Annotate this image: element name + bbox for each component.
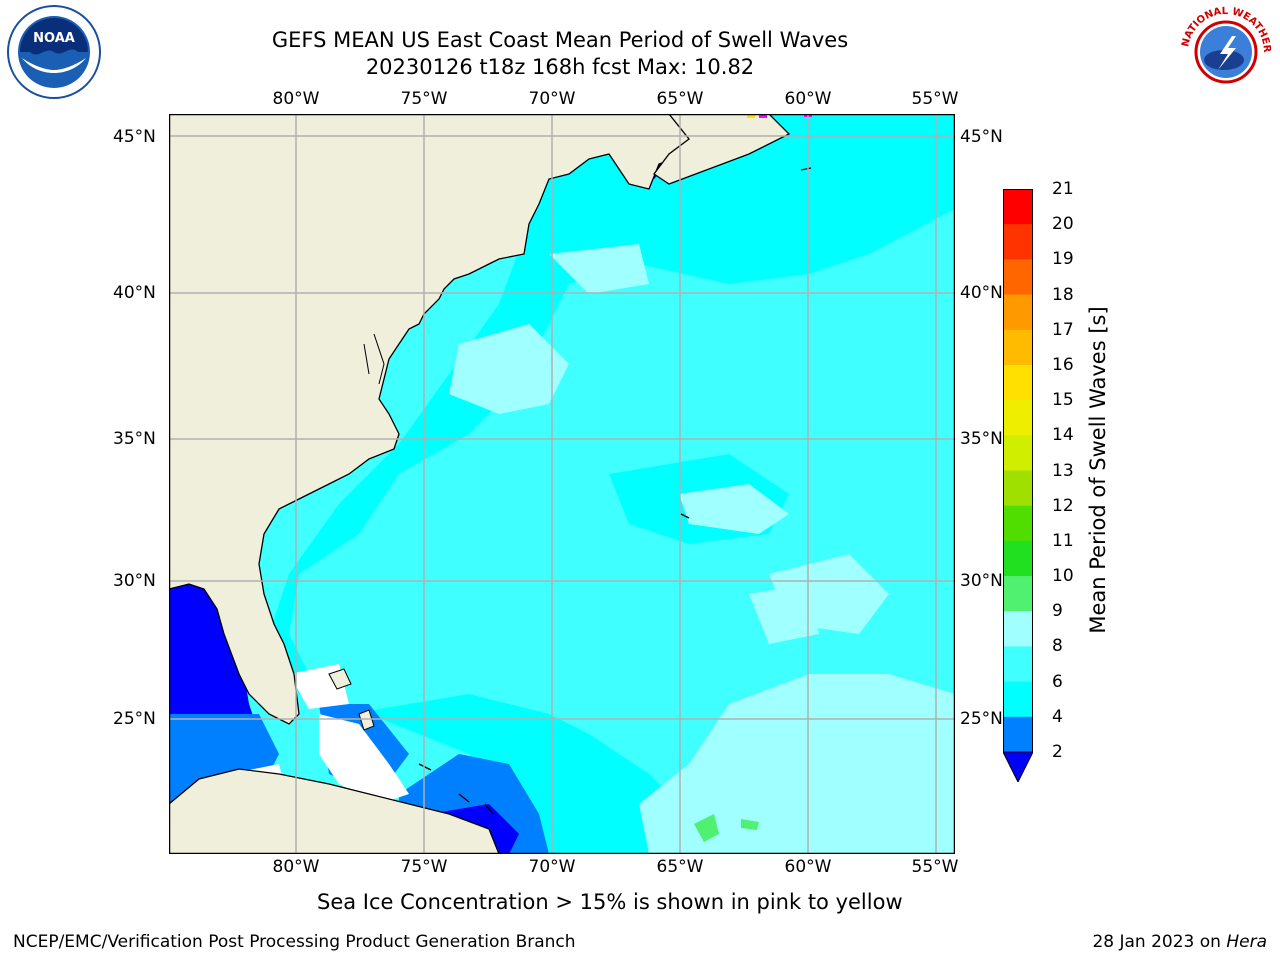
swell-period-map	[169, 114, 955, 854]
lat-tick-left: 35°N	[113, 429, 156, 449]
colorbar-bin	[1003, 681, 1033, 718]
footer-date-text: 28 Jan 2023 on	[1092, 932, 1221, 952]
lat-tick-left: 25°N	[113, 709, 156, 729]
swell-long-patch	[449, 324, 569, 414]
land-bahamas	[328, 668, 352, 690]
noaa-logo: NOAA	[7, 5, 101, 99]
lat-tick-right: 40°N	[960, 283, 1003, 303]
lat-tick-right: 25°N	[960, 709, 1003, 729]
land-bahamas	[358, 709, 375, 731]
colorbar-bin	[1003, 364, 1033, 401]
colorbar-tick-label: 6	[1052, 671, 1063, 692]
colorbar-bin	[1003, 259, 1033, 296]
lon-tick-top: 65°W	[656, 89, 704, 109]
land-cuba	[169, 768, 500, 854]
colorbar-bin	[1003, 716, 1033, 753]
colorbar-title: Mean Period of Swell Waves [s]	[1086, 306, 1110, 634]
colorbar-tick-label: 16	[1052, 354, 1074, 375]
lon-tick-bottom: 80°W	[272, 857, 320, 877]
sea-ice	[759, 114, 767, 118]
colorbar-tick-label: 17	[1052, 319, 1074, 340]
lon-tick-top: 80°W	[272, 89, 320, 109]
swell-high-spot	[741, 819, 759, 830]
lat-tick-right: 35°N	[960, 429, 1003, 449]
lon-tick-bottom: 55°W	[911, 857, 959, 877]
lon-tick-bottom: 75°W	[400, 857, 448, 877]
lon-tick-bottom: 65°W	[656, 857, 704, 877]
graticule	[169, 114, 955, 854]
footer-date: 28 Jan 2023 on Hera	[1092, 932, 1267, 952]
colorbar-bin	[1003, 435, 1033, 471]
svg-text:NOAA: NOAA	[33, 31, 75, 46]
land-nova-scotia	[653, 114, 791, 185]
swell-high-spot	[694, 814, 719, 842]
lat-tick-right: 45°N	[960, 127, 1003, 147]
swell-long-patch	[549, 244, 649, 294]
colorbar-extend-min	[1003, 751, 1033, 782]
no-data-shoal	[319, 714, 409, 804]
colorbar-tick-label: 10	[1052, 566, 1074, 587]
land-north-america	[169, 114, 741, 725]
sea-ice	[747, 114, 755, 118]
colorbar-tick-label: 11	[1052, 530, 1074, 551]
colorbar-tick-label: 13	[1052, 460, 1074, 481]
colorbar-tick-label: 21	[1052, 179, 1074, 199]
lon-tick-top: 75°W	[400, 89, 448, 109]
nws-logo: NATIONAL WEATHER SERVICE	[1176, 4, 1272, 98]
chart-title: GEFS MEAN US East Coast Mean Period of S…	[271, 28, 849, 52]
swell-long-patch	[749, 584, 819, 644]
colorbar-tick-label: 12	[1052, 495, 1074, 516]
footer-credit: NCEP/EMC/Verification Post Processing Pr…	[13, 932, 576, 952]
colorbar-tick-label: 4	[1052, 706, 1063, 727]
land-sable-island	[800, 167, 812, 171]
lon-tick-bottom: 70°W	[528, 857, 576, 877]
lat-tick-left: 30°N	[113, 571, 156, 591]
colorbar-bin	[1003, 329, 1033, 366]
colorbar-bin	[1003, 540, 1033, 577]
sea-ice-note: Sea Ice Concentration > 15% is shown in …	[317, 890, 903, 914]
colorbar-bin	[1003, 576, 1033, 612]
land-chesapeake	[363, 333, 385, 385]
colorbar-tick-label: 18	[1052, 284, 1074, 305]
lat-tick-left: 45°N	[113, 127, 156, 147]
lon-tick-top: 60°W	[784, 89, 832, 109]
colorbar-tick-label: 14	[1052, 425, 1074, 446]
colorbar	[1003, 189, 1033, 782]
colorbar-bin	[1003, 646, 1033, 683]
colorbar-bin	[1003, 470, 1033, 507]
chart-subtitle: 20230126 t18z 168h fcst Max: 10.82	[365, 55, 755, 79]
colorbar-tick-label: 8	[1052, 636, 1063, 657]
lon-tick-bottom: 60°W	[784, 857, 832, 877]
lon-tick-top: 55°W	[911, 89, 959, 109]
colorbar-bin	[1003, 189, 1033, 225]
colorbar-bin	[1003, 294, 1033, 331]
colorbar-bin	[1003, 611, 1033, 647]
lat-tick-right: 30°N	[960, 571, 1003, 591]
colorbar-tick-label: 15	[1052, 390, 1074, 411]
land-bahamas	[418, 513, 690, 815]
lon-tick-top: 70°W	[528, 89, 576, 109]
colorbar-bin	[1003, 505, 1033, 542]
lat-tick-left: 40°N	[113, 283, 156, 303]
colorbar-tick-label: 2	[1052, 742, 1063, 762]
colorbar-tick-label: 20	[1052, 214, 1074, 235]
colorbar-border	[1003, 189, 1033, 753]
colorbar-bin	[1003, 400, 1033, 436]
swell-long-patch	[679, 484, 789, 534]
colorbar-bin	[1003, 224, 1033, 260]
colorbar-tick-label: 9	[1052, 601, 1063, 622]
colorbar-tick-label: 19	[1052, 249, 1074, 270]
footer-host: Hera	[1226, 932, 1267, 952]
